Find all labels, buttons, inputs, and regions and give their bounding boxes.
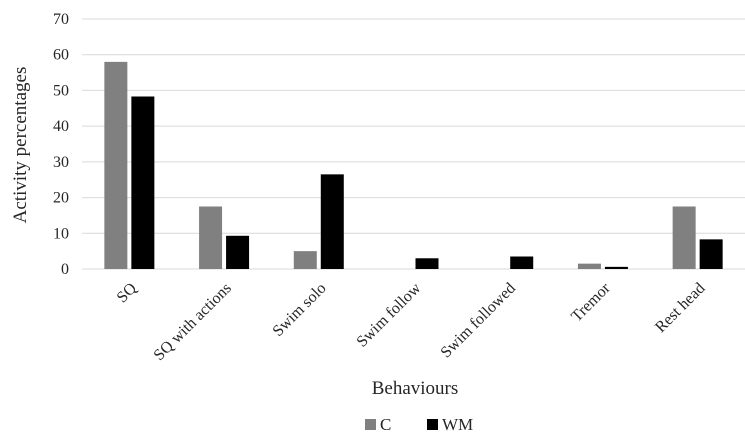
x-tick-label: Tremor xyxy=(568,279,614,325)
bar-c-tremor xyxy=(577,263,601,269)
bar-wm-sq-with-actions xyxy=(226,235,250,269)
bar-c-sq xyxy=(104,61,128,269)
x-tick-label: Rest head xyxy=(652,280,708,336)
y-axis-title: Activity percentages xyxy=(10,67,31,224)
bar-wm-swim-follow xyxy=(415,258,439,269)
x-axis-ticks: SQ SQ with actions Swim solo Swim follow Swi… xyxy=(114,279,709,364)
legend: C WM xyxy=(365,415,473,434)
y-axis-ticks: 0 10 20 30 40 50 60 70 xyxy=(53,11,69,278)
x-tick-label: SQ xyxy=(114,279,141,306)
x-axis-title: Behaviours xyxy=(372,378,459,399)
y-tick-label: 60 xyxy=(53,47,69,64)
y-tick-label: 10 xyxy=(53,225,69,242)
x-tick-label: Swim followed xyxy=(438,280,519,361)
legend-label-wm: WM xyxy=(442,415,473,434)
y-tick-label: 30 xyxy=(53,154,69,171)
y-tick-label: 70 xyxy=(53,11,69,28)
bar-c-swim-solo xyxy=(293,251,317,269)
bar-wm-swim-solo xyxy=(320,174,344,269)
y-tick-label: 0 xyxy=(61,261,69,278)
y-tick-label: 20 xyxy=(53,190,69,207)
bar-c-rest-head xyxy=(672,206,696,269)
legend-label-c: C xyxy=(380,415,391,434)
x-tick-label: Swim solo xyxy=(269,280,329,340)
bars xyxy=(104,61,723,269)
x-tick-label: SQ with actions xyxy=(151,280,235,364)
bar-wm-rest-head xyxy=(699,239,723,269)
bar-wm-swim-followed xyxy=(510,256,534,269)
x-tick-label: Swim follow xyxy=(354,279,425,350)
gridlines xyxy=(82,18,745,234)
bar-wm-sq xyxy=(131,96,155,269)
bar-wm-tremor xyxy=(604,266,628,269)
y-tick-label: 50 xyxy=(53,82,69,99)
legend-swatch-c xyxy=(365,419,376,430)
legend-swatch-wm xyxy=(427,419,438,430)
bar-c-sq-with-actions xyxy=(199,206,223,269)
y-tick-label: 40 xyxy=(53,118,69,135)
